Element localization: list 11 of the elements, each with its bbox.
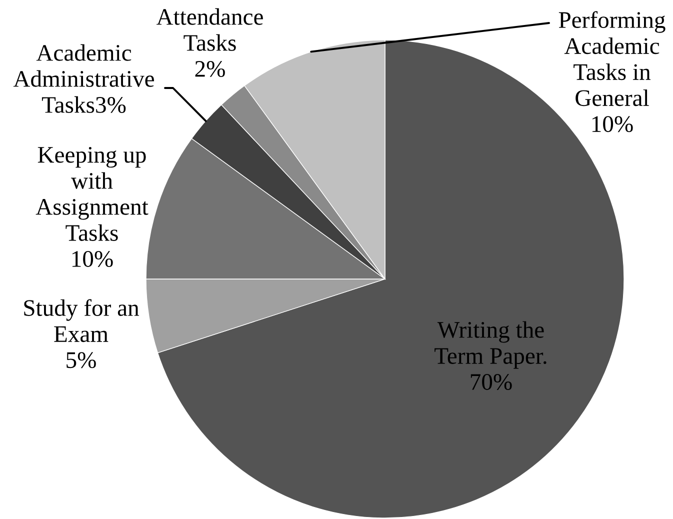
slice-label: Writing the Term Paper.: [434, 321, 546, 369]
slice-label: Academic Administrative Tasks3%: [13, 44, 154, 113]
data-label: 5%: [66, 352, 96, 368]
data-label: 2%: [195, 60, 225, 77]
data-label: 10%: [592, 116, 633, 132]
slice-label: Performing Academic Tasks in General: [558, 11, 666, 106]
slice-label: Study for an Exam: [24, 299, 140, 342]
data-label: 70%: [470, 374, 512, 390]
slice-label: Attendance Tasks: [156, 8, 263, 51]
data-label: 10%: [72, 251, 113, 268]
slice-label: Keeping up with Assignment Tasks: [36, 146, 148, 241]
